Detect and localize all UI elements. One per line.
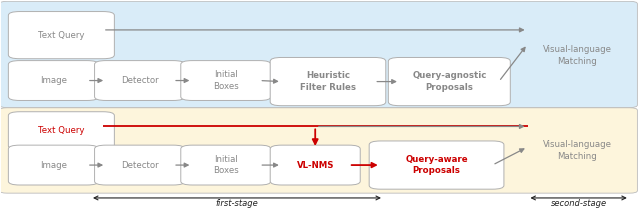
FancyBboxPatch shape (8, 12, 115, 59)
FancyBboxPatch shape (270, 57, 386, 106)
FancyBboxPatch shape (95, 145, 184, 185)
Text: Query-agnostic
Proposals: Query-agnostic Proposals (412, 71, 486, 92)
Text: Image: Image (40, 76, 67, 85)
Text: Text Query: Text Query (38, 31, 84, 40)
FancyBboxPatch shape (0, 108, 637, 193)
FancyBboxPatch shape (180, 145, 271, 185)
Text: Detector: Detector (121, 161, 159, 170)
Text: Initial
Boxes: Initial Boxes (213, 70, 239, 91)
Text: VL-NMS: VL-NMS (296, 161, 334, 170)
Text: Detector: Detector (121, 76, 159, 85)
Text: Heuristic
Filter Rules: Heuristic Filter Rules (300, 71, 356, 92)
Text: Visual-language
Matching: Visual-language Matching (543, 45, 612, 66)
FancyBboxPatch shape (388, 57, 510, 106)
Text: Visual-language
Matching: Visual-language Matching (543, 140, 612, 161)
Text: Image: Image (40, 161, 67, 170)
FancyBboxPatch shape (8, 145, 99, 185)
FancyBboxPatch shape (180, 61, 271, 100)
Text: first-stage: first-stage (216, 199, 259, 208)
Text: Query-aware
Proposals: Query-aware Proposals (405, 155, 468, 175)
FancyBboxPatch shape (369, 141, 504, 189)
FancyBboxPatch shape (0, 1, 637, 108)
Text: Text Query: Text Query (38, 126, 84, 135)
FancyBboxPatch shape (95, 61, 184, 100)
FancyBboxPatch shape (270, 145, 360, 185)
FancyBboxPatch shape (8, 61, 99, 100)
FancyBboxPatch shape (8, 112, 115, 150)
Text: second-stage: second-stage (550, 199, 607, 208)
Text: Initial
Boxes: Initial Boxes (213, 155, 239, 175)
